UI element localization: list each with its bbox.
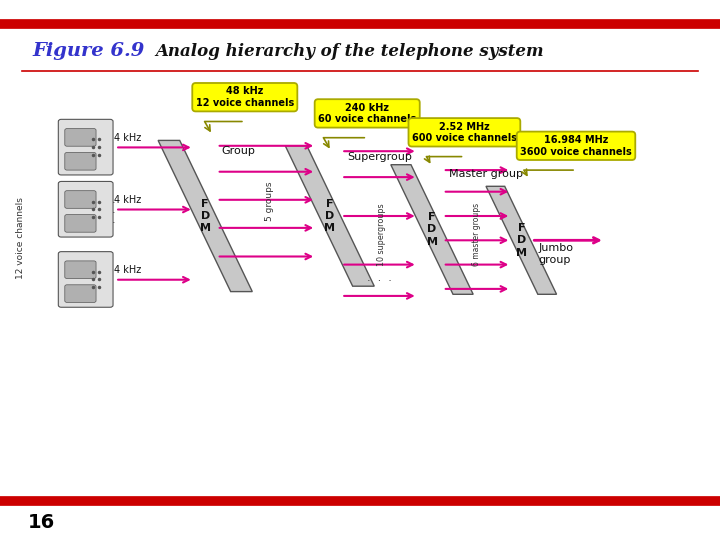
- Text: Supergroup: Supergroup: [347, 152, 412, 161]
- FancyBboxPatch shape: [65, 152, 96, 170]
- FancyBboxPatch shape: [65, 214, 96, 232]
- Polygon shape: [158, 140, 252, 292]
- Polygon shape: [391, 165, 473, 294]
- Text: 2.52 MHz
600 voice channels: 2.52 MHz 600 voice channels: [412, 122, 517, 143]
- Text: 4 kHz: 4 kHz: [114, 133, 141, 143]
- Text: 6 master groups: 6 master groups: [472, 204, 481, 266]
- Text: 16: 16: [27, 513, 55, 532]
- Text: 240 kHz
60 voice channels: 240 kHz 60 voice channels: [318, 103, 416, 124]
- Text: Figure 6.9: Figure 6.9: [32, 42, 145, 60]
- Text: Jumbo
group: Jumbo group: [539, 243, 574, 265]
- FancyBboxPatch shape: [58, 252, 113, 307]
- Polygon shape: [486, 186, 557, 294]
- Text: 12 voice channels: 12 voice channels: [16, 197, 24, 279]
- Text: Analog hierarchy of the telephone system: Analog hierarchy of the telephone system: [155, 43, 544, 60]
- Text: 4 kHz: 4 kHz: [114, 265, 141, 275]
- Text: 10 supergroups: 10 supergroups: [377, 204, 386, 266]
- FancyBboxPatch shape: [58, 119, 113, 175]
- Polygon shape: [285, 146, 374, 286]
- FancyBboxPatch shape: [58, 181, 113, 237]
- Text: 4 kHz: 4 kHz: [114, 195, 141, 205]
- FancyBboxPatch shape: [65, 129, 96, 146]
- Text: 48 kHz
12 voice channels: 48 kHz 12 voice channels: [196, 86, 294, 108]
- Text: ·
·
·: · · ·: [112, 198, 116, 228]
- Text: 5 groups: 5 groups: [265, 181, 274, 221]
- FancyBboxPatch shape: [65, 285, 96, 302]
- FancyBboxPatch shape: [65, 261, 96, 279]
- Text: F
D
M: F D M: [199, 199, 211, 233]
- Text: Group: Group: [222, 146, 256, 156]
- Text: F
D
M: F D M: [516, 223, 527, 258]
- Text: Master group: Master group: [449, 169, 523, 179]
- Text: F
D
M: F D M: [426, 212, 438, 247]
- Text: ·  ·  ·: · · ·: [367, 276, 392, 286]
- Text: 16.984 MHz
3600 voice channels: 16.984 MHz 3600 voice channels: [520, 135, 632, 157]
- Text: F
D
M: F D M: [324, 199, 336, 233]
- FancyBboxPatch shape: [65, 191, 96, 208]
